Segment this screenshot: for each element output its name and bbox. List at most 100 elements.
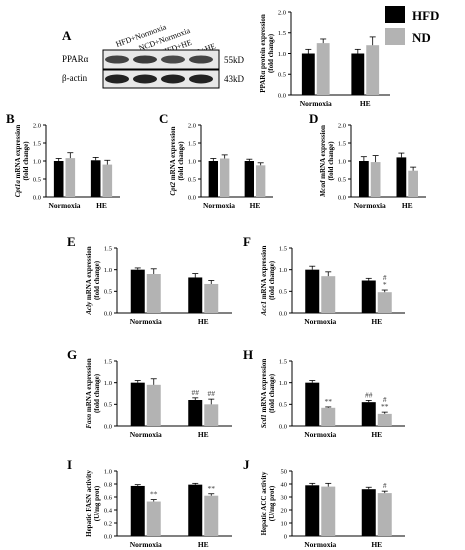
- chart-e: 0.0 0.5 1.0 1.5 Normoxia HE Acly mRNA expressi…: [67, 234, 232, 326]
- panel-label: D: [309, 111, 318, 126]
- y-axis-unit: (fold change): [93, 260, 101, 300]
- gene-name: Acly: [85, 300, 93, 316]
- gene-name: Acc1: [260, 299, 268, 316]
- x-tick-label: HE: [250, 201, 261, 210]
- legend: HFD ND: [385, 6, 439, 45]
- y-tick-label: 0.5: [104, 402, 112, 409]
- bar-nd: [366, 45, 380, 95]
- chart-f: 0.0 0.5 1.0 1.5 Normoxia HE *# Acc1 mRNA expres…: [243, 234, 405, 326]
- y-tick-label: 0.0: [338, 194, 346, 201]
- x-tick-label: HE: [402, 201, 413, 210]
- bar-charts: 0.0 0.5 1.0 1.5 2.0 Normoxia HE PPARα protein e…: [6, 9, 426, 549]
- y-tick-label: 1.0: [188, 158, 196, 165]
- legend-swatch-hfd: [385, 6, 405, 23]
- bar-hfd: [361, 280, 376, 313]
- blot-band: [105, 74, 129, 84]
- y-tick-label: 0.8: [104, 481, 112, 488]
- blot-size-label: 55kD: [224, 55, 245, 65]
- panel-label: J: [243, 457, 250, 472]
- y-axis-unit: (fold change): [268, 373, 276, 413]
- significance-mark: #: [383, 481, 387, 490]
- bar-nd: [321, 407, 336, 426]
- bar-hfd: [244, 161, 254, 197]
- bar-hfd: [53, 161, 64, 197]
- significance-mark: ##: [365, 390, 373, 399]
- x-tick-label: Normoxia: [304, 317, 336, 326]
- y-tick-label: 30: [281, 494, 288, 501]
- panel-label: I: [67, 457, 72, 472]
- chart-c: 0.0 0.5 1.0 1.5 2.0 Normoxia HE Cpt2 mRNA expre…: [159, 111, 273, 210]
- gene-name: Fasn: [85, 412, 93, 429]
- x-tick-label: Normoxia: [130, 430, 162, 439]
- y-tick-label: 1.5: [278, 30, 286, 37]
- y-tick-label: 0: [284, 533, 287, 540]
- y-axis-label: Hepatic FASN activity: [85, 470, 93, 537]
- y-axis-unit: (fold change): [177, 141, 185, 181]
- x-tick-label: HE: [198, 430, 209, 439]
- y-tick-label: 10: [281, 520, 288, 527]
- bar-nd: [370, 162, 381, 197]
- y-tick-label: 0.5: [278, 72, 286, 79]
- chart-i: 0.0 0.2 0.4 0.6 0.8 1.0 Normoxia HE ** ** Hepatic …: [67, 457, 232, 549]
- bar-hfd: [188, 484, 203, 536]
- bar-hfd: [305, 485, 320, 536]
- panel-label: C: [159, 111, 168, 126]
- y-tick-label: 0.0: [33, 194, 41, 201]
- gene-name: Mcad: [319, 179, 327, 198]
- bar-nd: [146, 274, 161, 313]
- bar-hfd: [188, 400, 203, 426]
- legend-label-nd: ND: [412, 30, 431, 45]
- bar-nd: [377, 292, 392, 313]
- bar-nd: [102, 164, 113, 197]
- x-tick-label: Normoxia: [130, 540, 162, 549]
- y-axis-label: Acly mRNA expression: [85, 246, 93, 315]
- bar-nd: [316, 43, 330, 95]
- x-tick-label: Normoxia: [354, 201, 386, 210]
- y-axis-label-text: mRNA expression: [169, 126, 177, 180]
- significance-mark: ##: [192, 388, 200, 397]
- y-axis-unit: (fold change): [93, 373, 101, 413]
- y-axis-label: Mcad mRNA expression: [319, 125, 327, 198]
- x-tick-label: Normoxia: [130, 317, 162, 326]
- bar-hfd: [305, 269, 320, 313]
- y-tick-label: 0.0: [104, 533, 112, 540]
- y-tick-label: 1.0: [104, 468, 112, 475]
- y-tick-label: 50: [281, 468, 288, 475]
- blot-band: [105, 55, 129, 64]
- y-axis-label-text: mRNA expression: [85, 246, 93, 300]
- y-axis-unit: (fold change): [268, 260, 276, 300]
- x-tick-label: HE: [96, 201, 107, 210]
- bar-hfd: [188, 277, 203, 313]
- y-axis-label-text: mRNA expression: [260, 245, 268, 299]
- x-tick-label: Normoxia: [304, 540, 336, 549]
- y-tick-label: 2.0: [278, 9, 286, 16]
- bar-nd: [377, 493, 392, 536]
- panel-label: E: [67, 234, 76, 249]
- bar-nd: [204, 283, 219, 313]
- bar-hfd: [351, 53, 365, 95]
- y-axis-label: Cpt2 mRNA expression: [169, 126, 177, 195]
- x-tick-label: HE: [371, 540, 382, 549]
- x-tick-label: HE: [371, 317, 382, 326]
- panel-label: B: [6, 111, 15, 126]
- y-axis-unit: (fold change): [327, 141, 335, 181]
- significance-mark: ##: [208, 389, 216, 398]
- significance-mark: **: [325, 397, 333, 406]
- y-tick-label: 0.2: [104, 520, 112, 527]
- gene-name: Scd1: [260, 412, 268, 428]
- y-tick-label: 0.0: [279, 310, 287, 317]
- bar-nd: [146, 384, 161, 426]
- blot-band: [161, 74, 185, 84]
- y-axis-unit: (fold change): [267, 33, 275, 73]
- y-tick-label: 1.0: [278, 51, 286, 58]
- y-tick-label: 1.5: [188, 140, 196, 147]
- significance-mark: **: [150, 490, 158, 499]
- y-tick-label: 0.5: [104, 289, 112, 296]
- y-tick-label: 0.4: [104, 507, 113, 514]
- panel-label: F: [243, 234, 251, 249]
- bar-hfd: [361, 402, 376, 426]
- y-axis-label: PPARα protein expression: [259, 14, 267, 93]
- x-tick-label: Normoxia: [48, 201, 80, 210]
